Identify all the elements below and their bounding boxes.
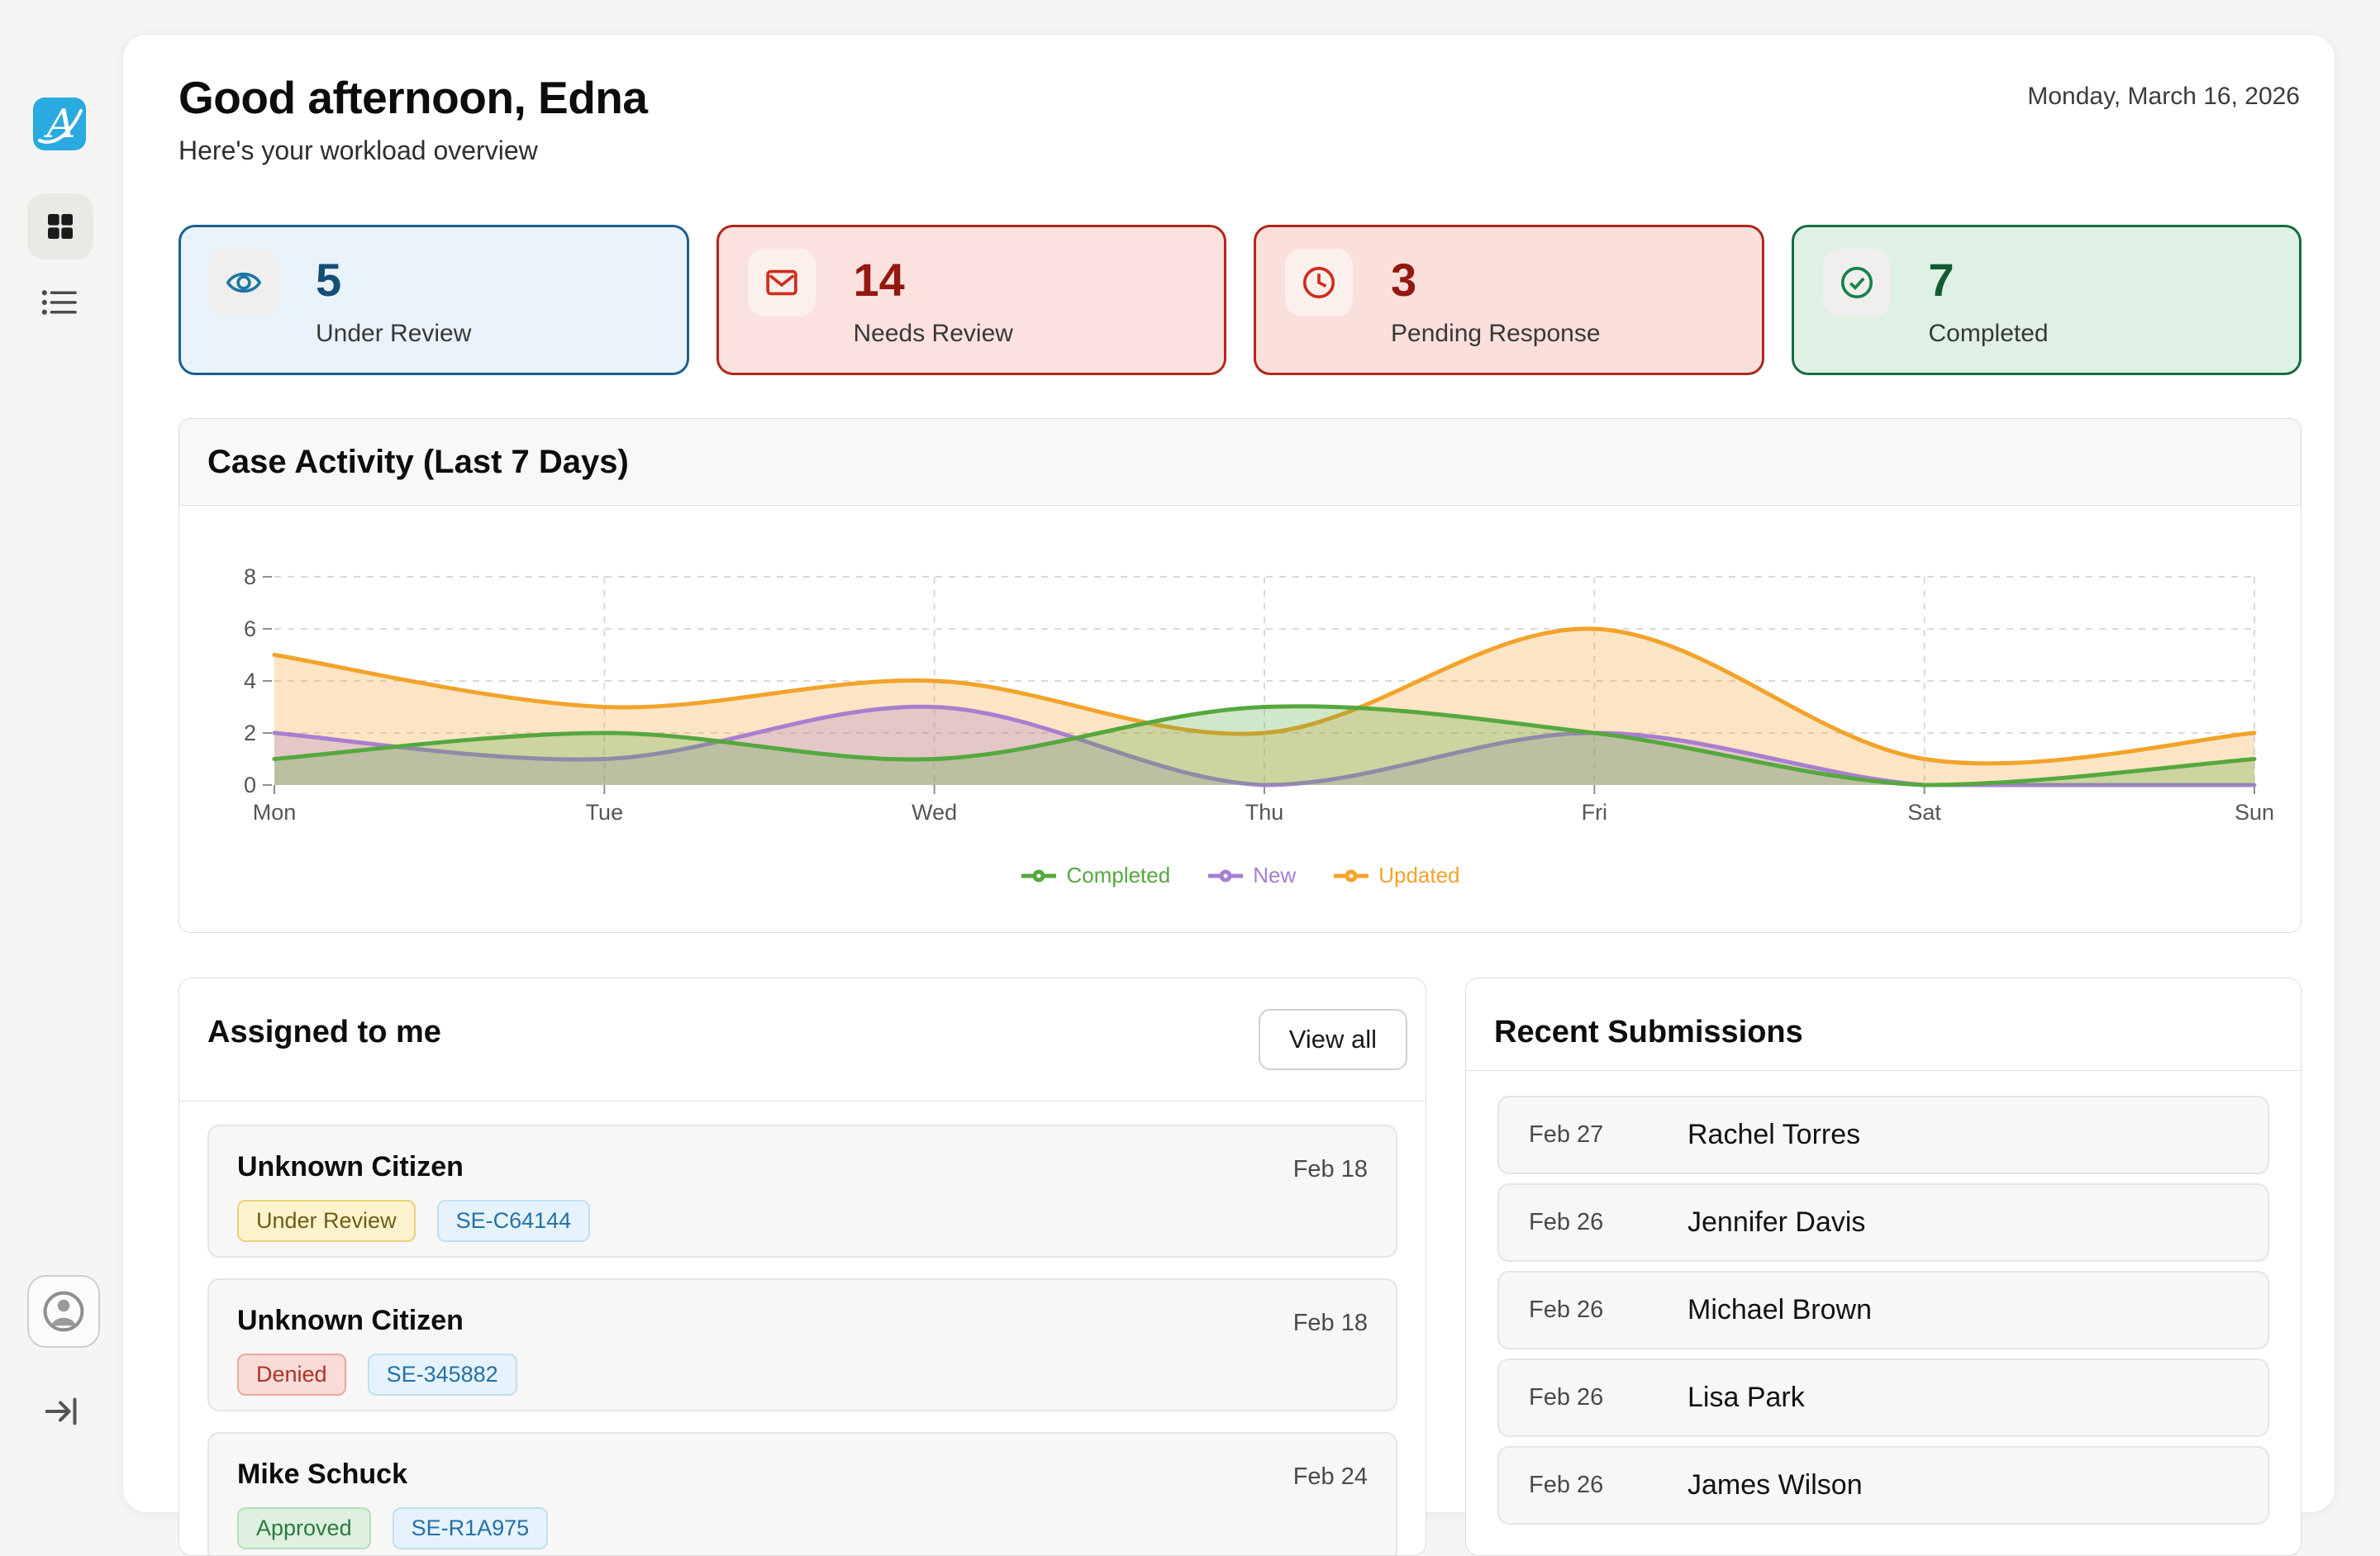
legend-marker-icon	[1208, 869, 1244, 882]
submissions-list: Feb 27 Rachel Torres Feb 26 Jennifer Dav…	[1497, 1096, 2269, 1534]
submission-row[interactable]: Feb 26 James Wilson	[1497, 1446, 2269, 1525]
svg-text:Wed: Wed	[912, 800, 957, 825]
main-content-card: Good afternoon, Edna Here's your workloa…	[122, 34, 2335, 1556]
stat-label: Needs Review	[853, 320, 1013, 347]
svg-text:8: 8	[244, 564, 256, 589]
submission-date: Feb 26	[1529, 1384, 1604, 1411]
case-id-badge: SE-C64144	[436, 1200, 591, 1242]
legend-item-updated[interactable]: Updated	[1332, 863, 1460, 888]
eye-icon	[210, 249, 278, 316]
submission-name: Jennifer Davis	[1687, 1206, 1866, 1238]
submissions-panel-title: Recent Submissions	[1494, 1015, 1803, 1049]
logout-arrow-icon	[45, 1397, 77, 1425]
svg-text:6: 6	[244, 616, 256, 641]
svg-text:2: 2	[244, 721, 256, 745]
stat-card-under-review[interactable]: 5 Under Review	[178, 225, 689, 375]
assigned-list: Unknown Citizen Feb 18 Under Review SE-C…	[207, 1125, 1397, 1555]
sidebar-item-case-list[interactable]	[36, 281, 83, 324]
mail-icon	[747, 249, 816, 316]
svg-text:A: A	[44, 101, 76, 147]
case-id-badge: SE-R1A975	[392, 1507, 549, 1549]
stats-row: 5 Under Review 14 Needs Review 3 Pending	[178, 225, 2301, 375]
svg-text:Sun: Sun	[2235, 800, 2274, 825]
legend-item-completed[interactable]: Completed	[1020, 863, 1170, 888]
legend-item-new[interactable]: New	[1207, 863, 1296, 888]
sidebar-item-dashboard[interactable]	[27, 193, 93, 259]
recent-submissions-panel: Recent Submissions Feb 27 Rachel Torres …	[1465, 978, 2301, 1556]
submission-row[interactable]: Feb 26 Lisa Park	[1497, 1359, 2269, 1437]
logout-button[interactable]	[40, 1390, 83, 1433]
svg-text:0: 0	[244, 773, 256, 797]
badge-row: Under Review SE-C64144	[237, 1200, 591, 1242]
case-name: Unknown Citizen	[237, 1305, 464, 1336]
sidebar: A	[0, 0, 122, 1487]
stat-card-pending-response[interactable]: 3 Pending Response	[1254, 225, 1764, 375]
chart-header: Case Activity (Last 7 Days)	[179, 419, 2301, 506]
submission-name: Lisa Park	[1687, 1382, 1805, 1413]
submission-name: James Wilson	[1687, 1469, 1863, 1501]
badge-row: Denied SE-345882	[237, 1354, 517, 1396]
page-subtitle: Here's your workload overview	[178, 136, 538, 165]
badge-row: Approved SE-R1A975	[237, 1507, 549, 1549]
case-id-badge: SE-345882	[367, 1354, 517, 1396]
case-date: Feb 24	[1292, 1463, 1368, 1490]
svg-text:Mon: Mon	[253, 800, 297, 825]
case-list-item[interactable]: Mike Schuck Feb 24 Approved SE-R1A975	[207, 1432, 1397, 1555]
submission-date: Feb 26	[1529, 1472, 1604, 1498]
submission-row[interactable]: Feb 27 Rachel Torres	[1497, 1096, 2269, 1174]
stat-value: 7	[1928, 254, 1954, 306]
stat-card-needs-review[interactable]: 14 Needs Review	[716, 225, 1226, 375]
assigned-to-me-panel: Assigned to me View all Unknown Citizen …	[178, 978, 1426, 1556]
assigned-panel-title: Assigned to me	[207, 1015, 441, 1049]
svg-text:Thu: Thu	[1245, 800, 1284, 825]
stat-card-completed[interactable]: 7 Completed	[1791, 225, 2301, 375]
stat-label: Pending Response	[1391, 320, 1601, 347]
case-date: Feb 18	[1292, 1156, 1368, 1182]
case-activity-chart: 0 2 4 6 8 Mon Tue Wed Thu Fri Sat Sun	[244, 564, 2274, 825]
person-icon	[43, 1291, 84, 1332]
legend-marker-icon	[1021, 869, 1057, 882]
case-list-item[interactable]: Unknown Citizen Feb 18 Denied SE-345882	[207, 1278, 1397, 1411]
stat-value: 14	[853, 254, 905, 306]
stat-value: 5	[316, 254, 342, 306]
status-badge: Approved	[237, 1507, 371, 1549]
app-logo[interactable]: A	[33, 98, 86, 150]
case-date: Feb 18	[1292, 1310, 1368, 1336]
svg-text:Fri: Fri	[1582, 800, 1607, 825]
submissions-panel-header: Recent Submissions	[1466, 978, 2301, 1071]
case-name: Unknown Citizen	[237, 1151, 464, 1182]
grid-icon	[48, 214, 73, 239]
status-badge: Under Review	[237, 1200, 416, 1242]
assigned-panel-header: Assigned to me View all	[179, 978, 1426, 1102]
status-badge: Denied	[237, 1354, 346, 1396]
chart-legend: Completed New Updated	[179, 863, 2301, 888]
svg-text:Sat: Sat	[1907, 800, 1941, 825]
view-all-button[interactable]: View all	[1258, 1009, 1407, 1070]
stat-label: Under Review	[316, 320, 472, 347]
submission-row[interactable]: Feb 26 Jennifer Davis	[1497, 1183, 2269, 1262]
list-icon	[41, 290, 77, 315]
page-title: Good afternoon, Edna	[178, 72, 648, 123]
case-name: Mike Schuck	[237, 1458, 407, 1490]
clock-icon	[1285, 249, 1353, 316]
stat-label: Completed	[1928, 320, 2049, 347]
svg-text:4: 4	[244, 669, 256, 693]
chart-body: 0 2 4 6 8 Mon Tue Wed Thu Fri Sat Sun Completed New…	[179, 506, 2301, 932]
stat-value: 3	[1391, 254, 1417, 306]
chart-title: Case Activity (Last 7 Days)	[207, 443, 629, 480]
check-circle-icon	[1822, 249, 1891, 316]
svg-text:Tue: Tue	[586, 800, 624, 825]
case-list-item[interactable]: Unknown Citizen Feb 18 Under Review SE-C…	[207, 1125, 1397, 1258]
user-avatar[interactable]	[27, 1275, 100, 1348]
submission-date: Feb 27	[1529, 1121, 1604, 1148]
submission-date: Feb 26	[1529, 1297, 1604, 1323]
case-activity-card: Case Activity (Last 7 Days) 0 2 4 6 8 Mon Tue W…	[178, 418, 2301, 933]
submission-date: Feb 26	[1529, 1209, 1604, 1235]
app-logo-icon: A	[33, 98, 86, 150]
submission-row[interactable]: Feb 26 Michael Brown	[1497, 1271, 2269, 1349]
current-date: Monday, March 16, 2026	[2027, 83, 2300, 110]
submission-name: Michael Brown	[1687, 1294, 1872, 1325]
submission-name: Rachel Torres	[1687, 1119, 1861, 1150]
legend-marker-icon	[1334, 869, 1369, 882]
